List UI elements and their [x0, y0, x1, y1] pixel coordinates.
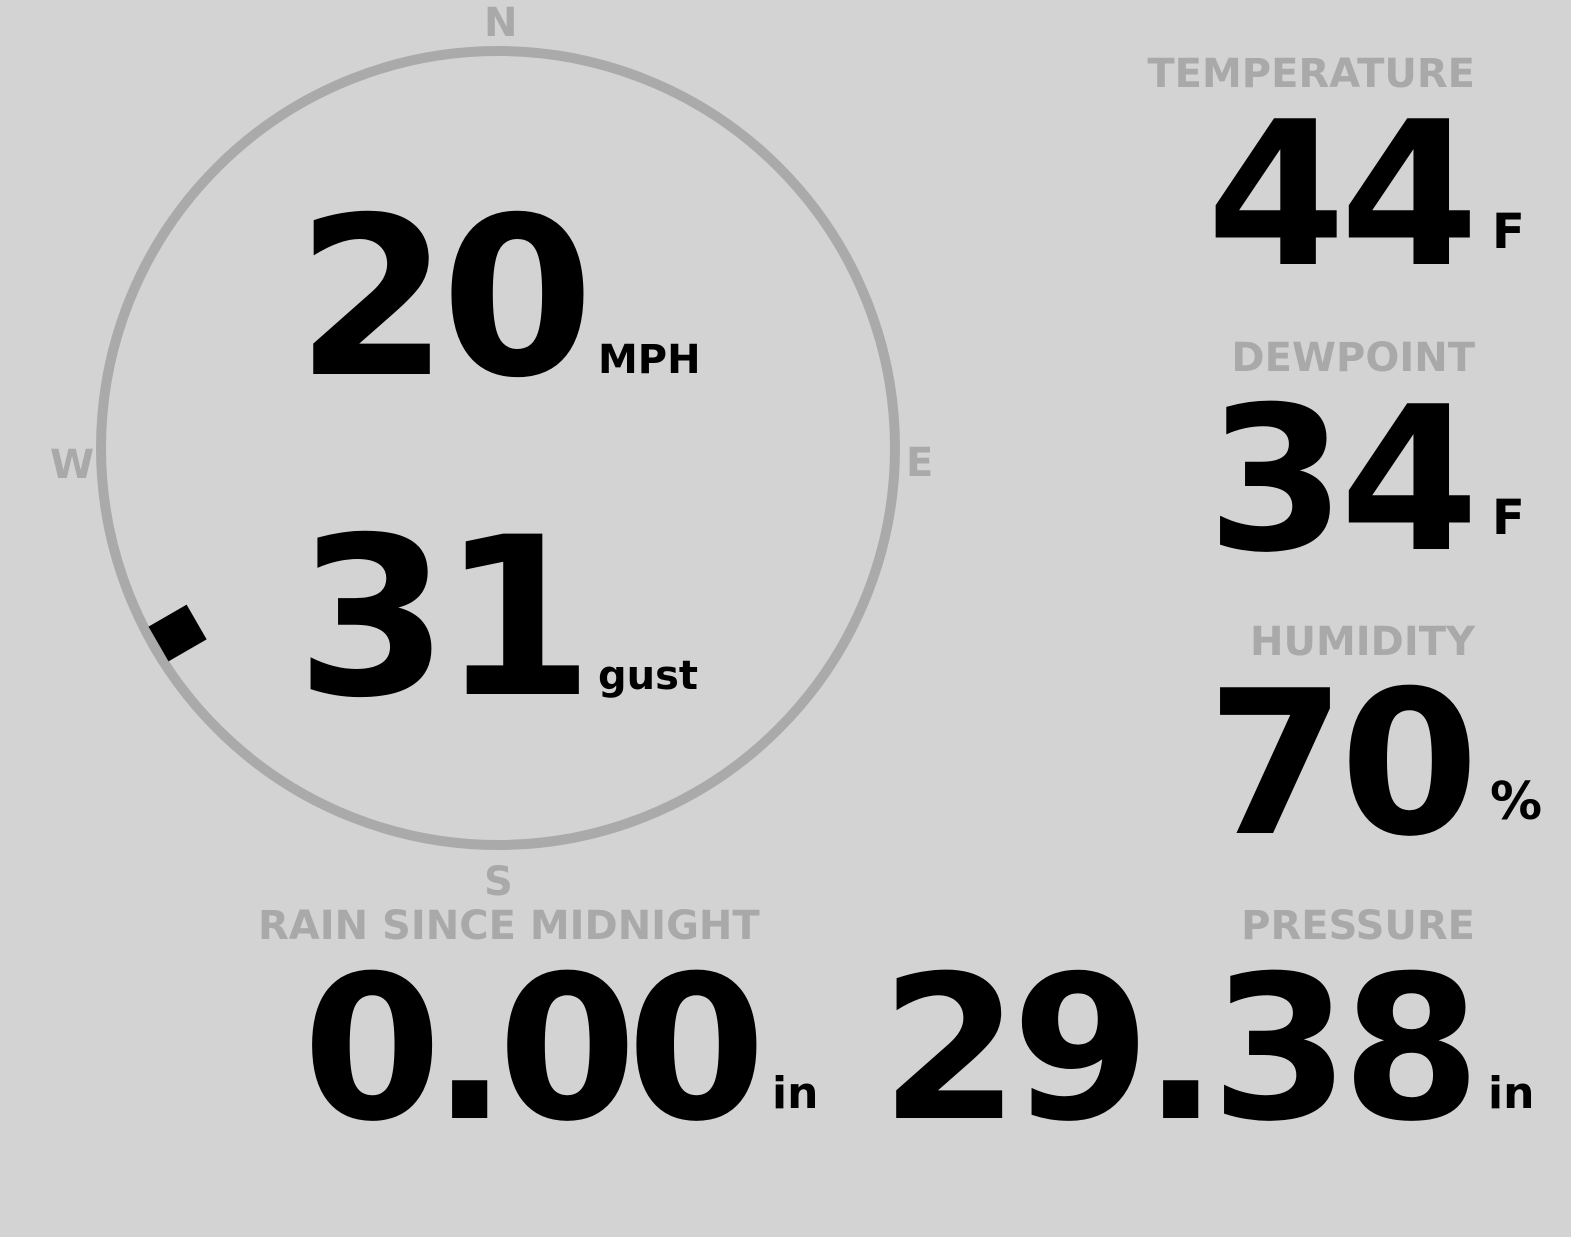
- temperature-value: 44: [1206, 79, 1479, 312]
- wind-gust-value: 31: [295, 490, 594, 746]
- humidity-value: 70: [1206, 648, 1479, 881]
- dewpoint-unit: F: [1492, 490, 1525, 546]
- rain-unit: in: [772, 1068, 819, 1119]
- compass-east: E: [906, 440, 934, 486]
- rain-label: RAIN SINCE MIDNIGHT: [258, 903, 760, 949]
- wind-speed-unit: MPH: [598, 337, 701, 383]
- temperature-label: TEMPERATURE: [1147, 51, 1475, 97]
- compass-ring: [96, 46, 900, 850]
- wind-gust-unit: gust: [598, 653, 699, 699]
- dewpoint-value: 34: [1206, 364, 1479, 597]
- humidity-unit: %: [1490, 772, 1543, 832]
- pressure-unit: in: [1488, 1068, 1535, 1119]
- compass-north: N: [484, 0, 518, 46]
- compass-west: W: [50, 442, 95, 488]
- rain-value: 0.00: [302, 933, 766, 1166]
- temperature-unit: F: [1492, 204, 1525, 260]
- pressure-value: 29.38: [880, 933, 1481, 1166]
- compass-south: S: [484, 859, 513, 905]
- dewpoint-label: DEWPOINT: [1231, 335, 1475, 381]
- wind-speed-value: 20: [295, 170, 594, 426]
- humidity-label: HUMIDITY: [1250, 619, 1475, 665]
- wind-direction-marker: [148, 604, 207, 662]
- pressure-label: PRESSURE: [1241, 903, 1475, 949]
